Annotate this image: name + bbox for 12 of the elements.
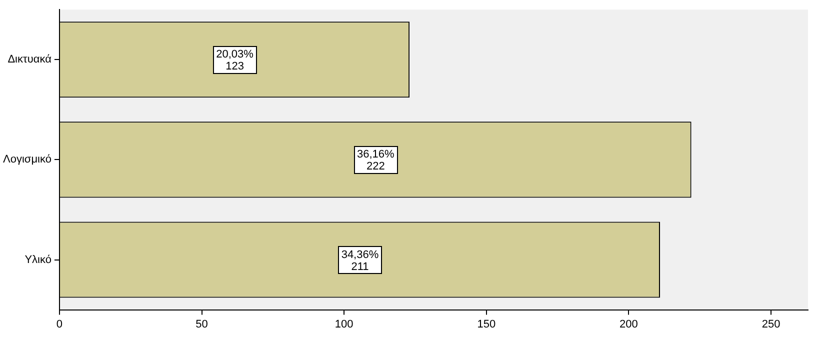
x-tick-label: 100 [334,318,354,330]
data-label: 20,03% 123 [216,48,254,73]
data-label: 36,16% 222 [356,148,395,173]
x-tick-label: 50 [196,318,208,330]
y-tick-label: Δικτυακά [8,54,52,66]
x-tick-label: 0 [56,318,63,330]
y-tick-label: Υλικό [24,254,52,266]
data-label: 34,36% 211 [341,248,379,273]
x-tick-label: 150 [477,318,496,330]
y-tick-label: Λογισμικό [2,154,52,166]
x-tick-label: 200 [620,318,638,330]
x-tick-label: 250 [762,318,780,330]
